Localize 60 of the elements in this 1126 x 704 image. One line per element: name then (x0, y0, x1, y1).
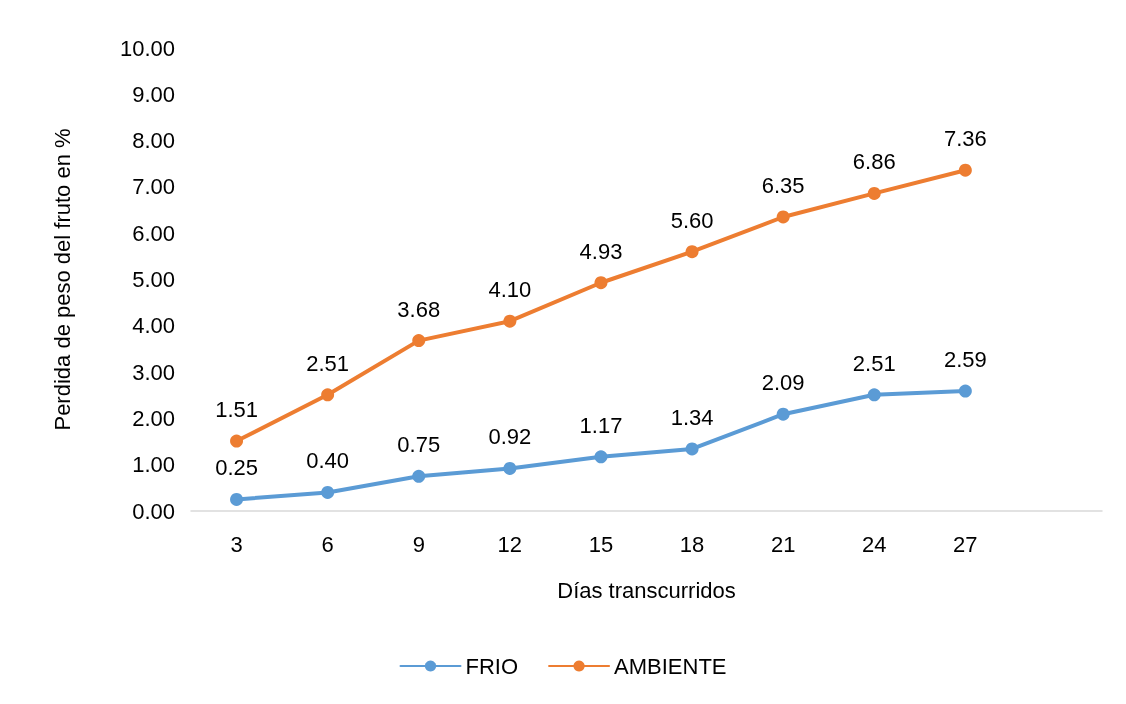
data-label: 2.09 (761, 370, 805, 396)
y-tick-label: 8.00 (132, 128, 175, 154)
y-axis-title: Perdida de peso del fruto en % (49, 128, 75, 431)
legend-label: FRIO (465, 653, 519, 679)
data-label: 0.92 (488, 424, 532, 450)
point (867, 388, 881, 402)
y-tick-label: 6.00 (132, 220, 175, 246)
point (685, 442, 699, 456)
point (230, 434, 244, 448)
legend-label: AMBIENTE (614, 653, 727, 679)
point (321, 388, 335, 402)
point (685, 245, 699, 259)
x-tick-label: 21 (770, 531, 796, 557)
y-tick-label: 4.00 (132, 313, 175, 339)
point (958, 384, 972, 398)
y-tick-label: 10.00 (119, 35, 175, 61)
data-label: 2.59 (943, 347, 987, 373)
x-tick-label: 24 (862, 531, 887, 557)
data-label: 1.34 (670, 404, 714, 430)
data-label: 0.40 (306, 448, 350, 474)
x-tick-label: 18 (679, 531, 705, 557)
data-label: 6.86 (852, 149, 896, 175)
x-tick-label: 12 (497, 531, 523, 557)
point (230, 492, 244, 506)
y-tick-label: 0.00 (132, 498, 175, 524)
point (503, 314, 517, 328)
point (776, 407, 790, 421)
data-label: 2.51 (852, 350, 896, 376)
data-label: 4.93 (579, 238, 623, 264)
point (412, 469, 426, 483)
x-tick-label: 9 (412, 531, 425, 557)
data-label: 5.60 (670, 207, 714, 233)
point (867, 186, 881, 200)
point (321, 485, 335, 499)
x-tick-label: 27 (953, 531, 978, 557)
data-label: 0.25 (215, 455, 258, 481)
y-tick-label: 2.00 (132, 405, 175, 431)
x-tick-label: 15 (588, 531, 614, 557)
data-label: 1.51 (215, 397, 258, 423)
point (594, 276, 608, 290)
y-tick-label: 3.00 (132, 359, 175, 385)
point (503, 461, 517, 475)
data-label: 6.35 (761, 172, 805, 198)
data-label: 7.36 (943, 126, 987, 152)
data-label: 0.75 (397, 432, 441, 458)
x-axis-title: Días transcurridos (557, 577, 736, 603)
y-tick-label: 1.00 (132, 452, 175, 478)
data-label: 1.17 (579, 412, 623, 438)
y-tick-label: 9.00 (132, 81, 175, 107)
point (594, 450, 608, 464)
y-tick-label: 5.00 (132, 267, 175, 292)
point (412, 334, 426, 348)
x-tick-label: 6 (321, 531, 334, 557)
y-tick-label: 7.00 (132, 174, 175, 200)
data-label: 3.68 (397, 296, 441, 322)
point (958, 163, 972, 177)
data-label: 4.10 (488, 277, 532, 303)
data-label: 2.51 (306, 350, 350, 376)
point (776, 210, 790, 224)
x-tick-label: 3 (230, 531, 243, 557)
